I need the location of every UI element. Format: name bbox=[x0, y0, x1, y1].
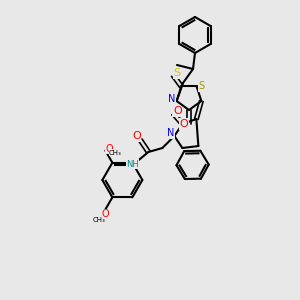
Text: S: S bbox=[199, 82, 205, 92]
Text: N: N bbox=[167, 128, 174, 138]
Text: O: O bbox=[132, 131, 141, 141]
Text: O: O bbox=[173, 106, 182, 116]
Text: CH₃: CH₃ bbox=[109, 150, 122, 156]
Text: S: S bbox=[174, 68, 181, 78]
Text: O: O bbox=[106, 144, 113, 154]
Text: CH₃: CH₃ bbox=[93, 218, 106, 224]
Text: O: O bbox=[180, 119, 188, 129]
Text: NH: NH bbox=[126, 160, 139, 169]
Text: O: O bbox=[102, 209, 109, 220]
Text: N: N bbox=[168, 94, 175, 104]
